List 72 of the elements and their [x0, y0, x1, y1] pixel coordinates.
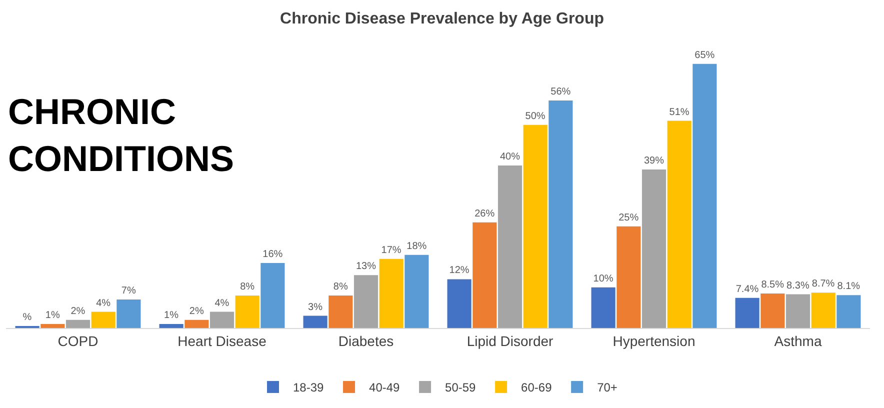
- bar: [328, 296, 353, 328]
- bar: [235, 296, 260, 328]
- data-label: 1%: [45, 310, 60, 321]
- data-label: 18%: [406, 240, 427, 252]
- legend-label: 70+: [597, 380, 618, 395]
- legend-label: 50-59: [445, 380, 476, 395]
- x-tick-label: Hypertension: [612, 332, 696, 349]
- x-tick-label: Heart Disease: [178, 332, 267, 349]
- bar: [735, 298, 760, 328]
- data-label: 12%: [449, 265, 470, 276]
- bar: [303, 316, 328, 328]
- data-label: 16%: [262, 248, 283, 260]
- bar: [523, 124, 548, 328]
- data-label: 26%: [474, 208, 495, 220]
- data-label: %: [22, 312, 32, 323]
- x-tick-label: Diabetes: [338, 332, 394, 349]
- bar: [836, 295, 861, 328]
- bar: [498, 165, 522, 328]
- data-label: 17%: [381, 244, 402, 256]
- legend-label: 40-49: [369, 380, 400, 395]
- bar: [260, 262, 285, 328]
- x-tick-label: Lipid Disorder: [466, 332, 554, 349]
- data-label: 8%: [240, 282, 255, 292]
- data-label: 8.5%: [761, 279, 784, 290]
- x-tick-label: COPD: [58, 332, 98, 349]
- data-label: 7%: [121, 286, 136, 297]
- bar: [159, 324, 184, 328]
- bar: [91, 312, 116, 328]
- bar: [40, 324, 65, 328]
- bar: [760, 293, 785, 328]
- data-label: 8.1%: [837, 281, 860, 292]
- data-label: 10%: [593, 273, 614, 284]
- data-label: 4%: [96, 298, 111, 309]
- data-label: 1%: [164, 310, 179, 321]
- bar: [811, 292, 836, 328]
- bar: [548, 100, 573, 328]
- bar: [210, 312, 234, 328]
- data-label: 65%: [694, 50, 715, 61]
- bar: [404, 254, 429, 328]
- bar: [591, 287, 616, 328]
- bar: [667, 120, 692, 328]
- bar: [379, 258, 404, 328]
- bar: [354, 275, 378, 328]
- data-label: 3%: [308, 302, 323, 313]
- data-label: 8.7%: [812, 278, 835, 290]
- x-tick-label: Asthma: [774, 332, 822, 349]
- data-label: 50%: [525, 110, 546, 122]
- bar: [642, 170, 666, 328]
- data-label: 8%: [333, 282, 348, 292]
- bar: [472, 222, 497, 328]
- data-label: 51%: [669, 106, 690, 118]
- data-label: 2%: [70, 306, 86, 317]
- chart-title: Chronic Disease Prevalence by Age Group: [280, 10, 604, 28]
- data-label: 4%: [214, 298, 230, 309]
- data-label: 8.3%: [786, 280, 810, 292]
- bar: [692, 64, 717, 328]
- bar: [447, 279, 472, 328]
- legend-label: 60-69: [521, 380, 552, 395]
- data-label: 7.4%: [736, 284, 759, 295]
- bar: [616, 226, 641, 328]
- data-label: 40%: [500, 151, 520, 162]
- bar: [184, 320, 209, 328]
- annotation: CHRONIC CONDITIONS: [8, 91, 234, 179]
- data-label: 13%: [356, 261, 376, 272]
- bar: [116, 300, 141, 328]
- bar: [66, 320, 90, 328]
- data-label: 2%: [189, 306, 204, 317]
- data-label: 25%: [618, 212, 639, 224]
- data-label: 39%: [644, 156, 664, 167]
- data-label: 56%: [550, 86, 571, 98]
- bar: [786, 294, 810, 328]
- legend-label: 18-39: [293, 380, 324, 395]
